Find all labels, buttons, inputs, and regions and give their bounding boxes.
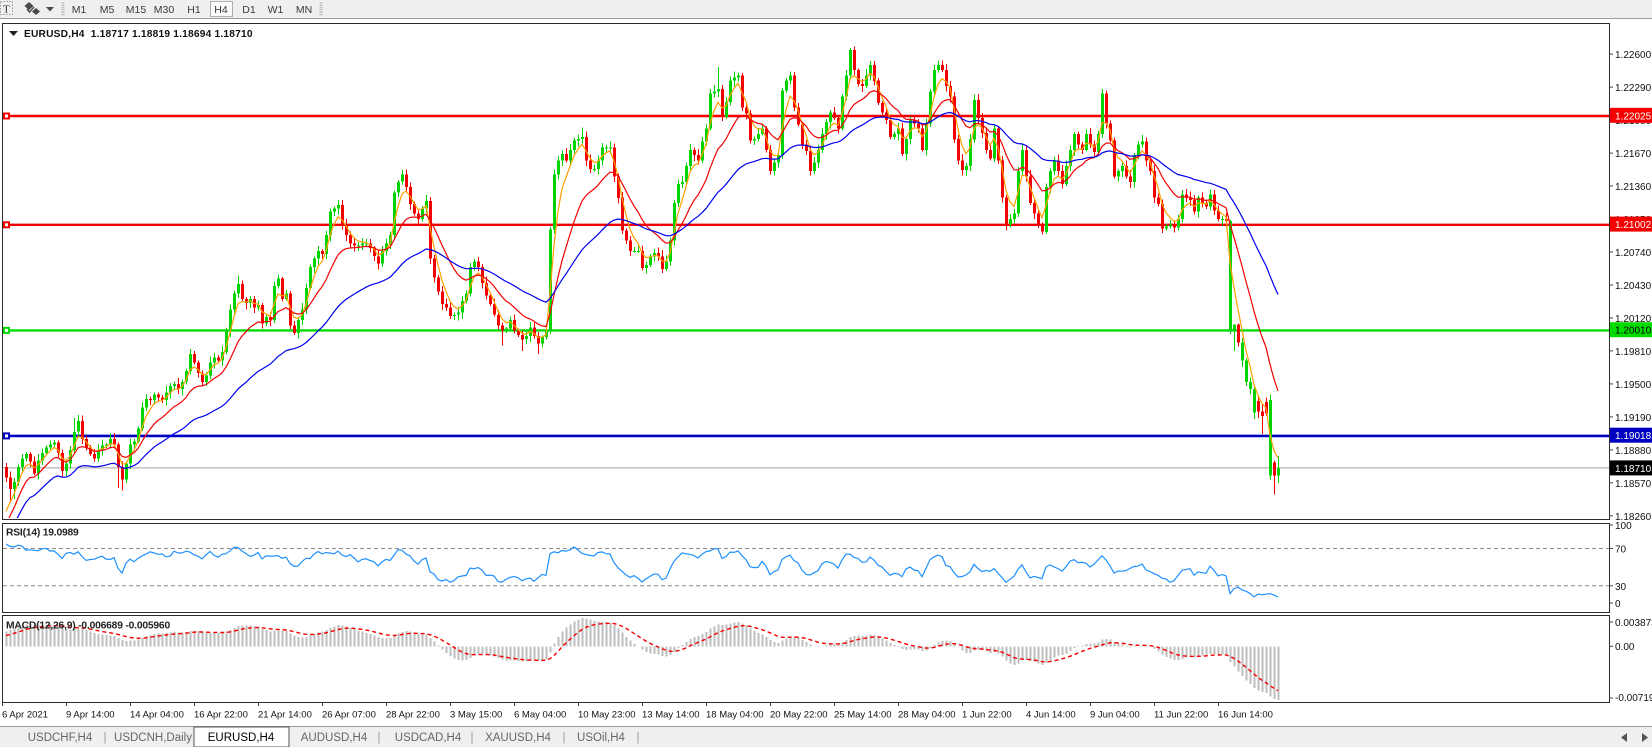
- svg-text:100: 100: [1615, 521, 1632, 532]
- svg-text:1.21002: 1.21002: [1615, 220, 1652, 231]
- svg-text:USDCHF,H4: USDCHF,H4: [28, 732, 93, 744]
- svg-text:6 Apr 2021: 6 Apr 2021: [2, 710, 48, 721]
- svg-text:1.19810: 1.19810: [1615, 347, 1652, 358]
- svg-text:1.18260: 1.18260: [1615, 512, 1652, 523]
- svg-text:9 Apr 14:00: 9 Apr 14:00: [66, 710, 115, 721]
- svg-text:1.19500: 1.19500: [1615, 380, 1652, 391]
- svg-text:28 May 04:00: 28 May 04:00: [898, 710, 956, 721]
- svg-text:MN: MN: [296, 4, 312, 16]
- svg-text:1.22290: 1.22290: [1615, 83, 1652, 94]
- svg-text:1.18880: 1.18880: [1615, 446, 1652, 457]
- svg-text:14 Apr 04:00: 14 Apr 04:00: [130, 710, 184, 721]
- svg-text:1.20120: 1.20120: [1615, 314, 1652, 325]
- svg-text:EURUSD,H4: EURUSD,H4: [208, 732, 275, 744]
- svg-text:M15: M15: [126, 4, 147, 16]
- svg-text:USOil,H4: USOil,H4: [577, 732, 626, 744]
- svg-text:0.003873: 0.003873: [1615, 618, 1652, 629]
- svg-text:T: T: [3, 4, 10, 16]
- svg-text:D1: D1: [242, 4, 256, 16]
- svg-text:EURUSD,H4 1.18717 1.18819 1.1: EURUSD,H4 1.18717 1.18819 1.18694 1.1871…: [24, 29, 253, 40]
- svg-text:26 Apr 07:00: 26 Apr 07:00: [322, 710, 376, 721]
- svg-text:1.21360: 1.21360: [1615, 182, 1652, 193]
- svg-text:AUDUSD,H4: AUDUSD,H4: [301, 732, 368, 744]
- svg-text:1.20430: 1.20430: [1615, 281, 1652, 292]
- svg-text:11 Jun 22:00: 11 Jun 22:00: [1154, 710, 1208, 721]
- svg-text:-0.007192: -0.007192: [1615, 693, 1652, 704]
- svg-text:1.20010: 1.20010: [1615, 326, 1652, 337]
- svg-text:21 Apr 14:00: 21 Apr 14:00: [258, 710, 312, 721]
- svg-text:H4: H4: [214, 4, 228, 16]
- svg-text:1.22600: 1.22600: [1615, 50, 1652, 61]
- svg-text:M1: M1: [72, 4, 87, 16]
- svg-text:30: 30: [1615, 582, 1627, 593]
- svg-text:0.00: 0.00: [1615, 642, 1635, 653]
- svg-text:M30: M30: [154, 4, 175, 16]
- svg-text:1.22025: 1.22025: [1615, 111, 1652, 122]
- svg-text:H1: H1: [187, 4, 201, 16]
- svg-text:3 May 15:00: 3 May 15:00: [450, 710, 502, 721]
- svg-text:|: |: [563, 732, 566, 744]
- svg-text:9 Jun 04:00: 9 Jun 04:00: [1090, 710, 1140, 721]
- svg-text:4 Jun 14:00: 4 Jun 14:00: [1026, 710, 1076, 721]
- svg-text:1.20740: 1.20740: [1615, 248, 1652, 259]
- svg-text:10 May 23:00: 10 May 23:00: [578, 710, 636, 721]
- svg-text:16 Apr 22:00: 16 Apr 22:00: [194, 710, 248, 721]
- svg-text:|: |: [637, 732, 640, 744]
- svg-text:25 May 14:00: 25 May 14:00: [834, 710, 892, 721]
- svg-text:MACD(12,26,9) -0.006689 -0.005: MACD(12,26,9) -0.006689 -0.005960: [6, 621, 170, 632]
- svg-text:USDCAD,H4: USDCAD,H4: [395, 732, 462, 744]
- svg-text:RSI(14) 19.0989: RSI(14) 19.0989: [6, 528, 79, 539]
- svg-text:|: |: [104, 732, 107, 744]
- svg-text:1.21670: 1.21670: [1615, 149, 1652, 160]
- svg-text:1.18570: 1.18570: [1615, 479, 1652, 490]
- svg-text:6 May 04:00: 6 May 04:00: [514, 710, 566, 721]
- svg-text:|: |: [378, 732, 381, 744]
- svg-text:70: 70: [1615, 545, 1627, 556]
- svg-text:28 Apr 22:00: 28 Apr 22:00: [386, 710, 440, 721]
- svg-text:USDCNH,Daily: USDCNH,Daily: [114, 732, 192, 744]
- svg-text:1.18710: 1.18710: [1615, 464, 1652, 475]
- svg-text:1.19018: 1.19018: [1615, 431, 1652, 442]
- svg-text:1.19190: 1.19190: [1615, 413, 1652, 424]
- svg-text:16 Jun 14:00: 16 Jun 14:00: [1218, 710, 1273, 721]
- svg-text:20 May 22:00: 20 May 22:00: [770, 710, 828, 721]
- svg-text:0: 0: [1615, 599, 1621, 610]
- svg-text:M5: M5: [100, 4, 115, 16]
- svg-text:XAUUSD,H4: XAUUSD,H4: [485, 732, 551, 744]
- svg-text:18 May 04:00: 18 May 04:00: [706, 710, 764, 721]
- svg-text:|: |: [471, 732, 474, 744]
- svg-text:13 May 14:00: 13 May 14:00: [642, 710, 700, 721]
- svg-text:1 Jun 22:00: 1 Jun 22:00: [962, 710, 1012, 721]
- svg-text:W1: W1: [268, 4, 284, 16]
